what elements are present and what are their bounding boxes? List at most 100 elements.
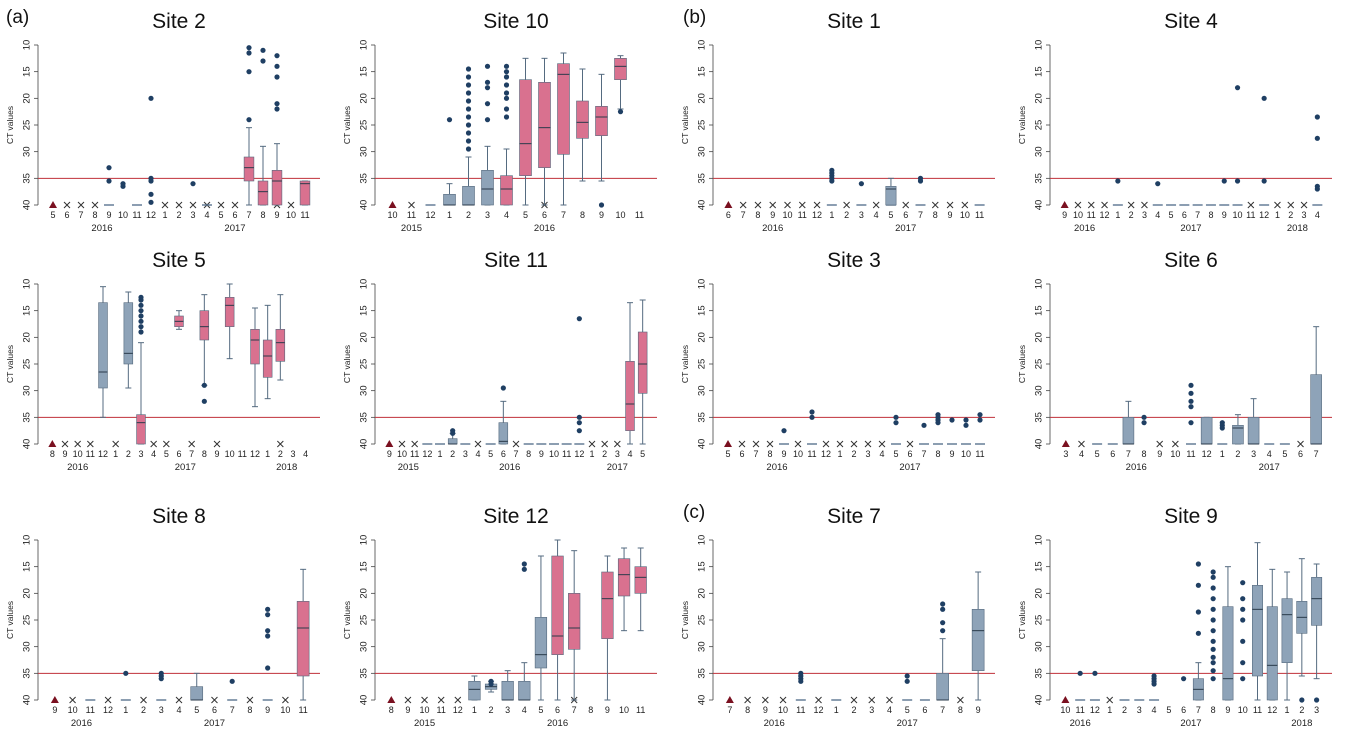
no-sample-marker bbox=[91, 201, 99, 209]
outlier-point bbox=[274, 53, 280, 59]
no-sample-marker bbox=[754, 201, 762, 209]
x-tick-label: 9 bbox=[1225, 705, 1230, 715]
outlier-point bbox=[977, 412, 983, 418]
x-tick-label: 4 bbox=[1152, 705, 1157, 715]
x-tick-label: 2 bbox=[844, 210, 849, 220]
outlier-point bbox=[1141, 420, 1147, 426]
x-tick-label: 8 bbox=[247, 705, 252, 715]
x-tick-label: 7 bbox=[246, 210, 251, 220]
y-tick-label: 30 bbox=[22, 385, 33, 396]
x-tick-label: 3 bbox=[463, 449, 468, 459]
box bbox=[538, 82, 551, 168]
outlier-point bbox=[503, 63, 510, 69]
y-tick-label: 10 bbox=[1034, 40, 1045, 51]
y-tick-label: 10 bbox=[359, 279, 370, 290]
outlier-point bbox=[1261, 178, 1267, 184]
no-sample-marker bbox=[1087, 201, 1095, 209]
outlier-point bbox=[1155, 181, 1161, 187]
box bbox=[634, 566, 647, 594]
y-axis-label: CT values bbox=[1017, 345, 1027, 383]
first-sample-marker bbox=[1060, 201, 1069, 208]
x-tick-label: 3 bbox=[505, 705, 510, 715]
box bbox=[519, 79, 532, 176]
x-tick-label: 8 bbox=[767, 449, 772, 459]
outlier-point bbox=[488, 681, 494, 687]
y-tick-label: 10 bbox=[697, 535, 708, 546]
x-tick-label: 6 bbox=[1182, 210, 1187, 220]
y-tick-label: 20 bbox=[1034, 332, 1045, 343]
x-tick-label: 2 bbox=[1299, 705, 1304, 715]
outlier-point bbox=[484, 85, 491, 91]
no-sample-marker bbox=[421, 696, 428, 704]
y-tick-label: 35 bbox=[359, 173, 370, 184]
x-tick-label: 11 bbox=[807, 449, 816, 459]
box bbox=[462, 186, 475, 206]
x-tick-label: 1 bbox=[837, 449, 842, 459]
x-tick-label: 9 bbox=[214, 449, 219, 459]
x-tick-label: 9 bbox=[405, 705, 410, 715]
x-tick-label: 1 bbox=[265, 449, 270, 459]
x-tick-label: 12 bbox=[103, 705, 113, 715]
outlier-point bbox=[120, 183, 126, 189]
no-sample-marker bbox=[246, 696, 254, 704]
x-tick-label: 3 bbox=[1142, 210, 1147, 220]
year-label: 2016 bbox=[764, 718, 785, 729]
x-tick-label: 10 bbox=[1170, 449, 1180, 459]
y-tick-label: 10 bbox=[22, 535, 33, 546]
outlier-point bbox=[190, 181, 196, 187]
box bbox=[601, 571, 614, 639]
x-tick-label: 6 bbox=[232, 210, 237, 220]
first-sample-marker bbox=[1061, 440, 1070, 447]
x-tick-label: 8 bbox=[935, 449, 940, 459]
outlier-point bbox=[274, 63, 280, 69]
x-tick-label: 8 bbox=[755, 210, 760, 220]
x-tick-label: 7 bbox=[921, 449, 926, 459]
y-tick-label: 15 bbox=[359, 561, 370, 572]
outlier-point bbox=[503, 69, 510, 75]
no-sample-marker bbox=[1247, 201, 1255, 209]
outlier-point bbox=[201, 382, 207, 388]
no-sample-marker bbox=[63, 201, 71, 209]
year-label: 2016 bbox=[67, 462, 88, 473]
year-label: 2017 bbox=[897, 718, 918, 729]
y-tick-label: 15 bbox=[1034, 305, 1045, 316]
year-label: 2017 bbox=[224, 223, 245, 234]
outlier-point bbox=[1234, 85, 1241, 91]
year-label: 2016 bbox=[547, 718, 568, 729]
x-tick-label: 9 bbox=[949, 449, 954, 459]
x-tick-label: 5 bbox=[1282, 449, 1287, 459]
y-tick-label: 40 bbox=[359, 439, 370, 450]
y-tick-label: 40 bbox=[697, 439, 708, 450]
first-sample-marker bbox=[49, 201, 57, 208]
year-label: 2017 bbox=[899, 462, 920, 473]
outlier-point bbox=[829, 178, 835, 184]
no-sample-marker bbox=[784, 201, 791, 209]
x-tick-label: 3 bbox=[1251, 449, 1256, 459]
x-tick-label: 3 bbox=[138, 449, 143, 459]
y-tick-label: 25 bbox=[697, 615, 708, 626]
y-tick-label: 25 bbox=[22, 615, 33, 626]
no-sample-marker bbox=[957, 696, 964, 704]
outlier-point bbox=[963, 417, 969, 423]
y-tick-label: 30 bbox=[359, 385, 370, 396]
no-sample-marker bbox=[769, 201, 777, 209]
chart-title: Site 9 bbox=[1164, 505, 1218, 528]
outlier-point bbox=[500, 385, 506, 391]
outlier-point bbox=[1210, 638, 1216, 644]
outlier-point bbox=[1188, 382, 1194, 388]
x-tick-label: 9 bbox=[781, 449, 786, 459]
y-tick-label: 20 bbox=[22, 332, 33, 343]
x-tick-label: 6 bbox=[907, 449, 912, 459]
no-sample-marker bbox=[779, 696, 787, 704]
year-label: 2016 bbox=[71, 718, 92, 729]
x-tick-label: 6 bbox=[922, 705, 927, 715]
x-tick-label: 10 bbox=[225, 449, 235, 459]
no-sample-marker bbox=[961, 201, 969, 209]
y-tick-label: 35 bbox=[1034, 173, 1045, 184]
y-tick-label: 30 bbox=[359, 146, 370, 157]
y-tick-label: 25 bbox=[697, 359, 708, 370]
x-tick-label: 5 bbox=[194, 705, 199, 715]
x-tick-label: 7 bbox=[741, 210, 746, 220]
no-sample-marker bbox=[175, 201, 183, 209]
no-sample-marker bbox=[408, 201, 415, 209]
